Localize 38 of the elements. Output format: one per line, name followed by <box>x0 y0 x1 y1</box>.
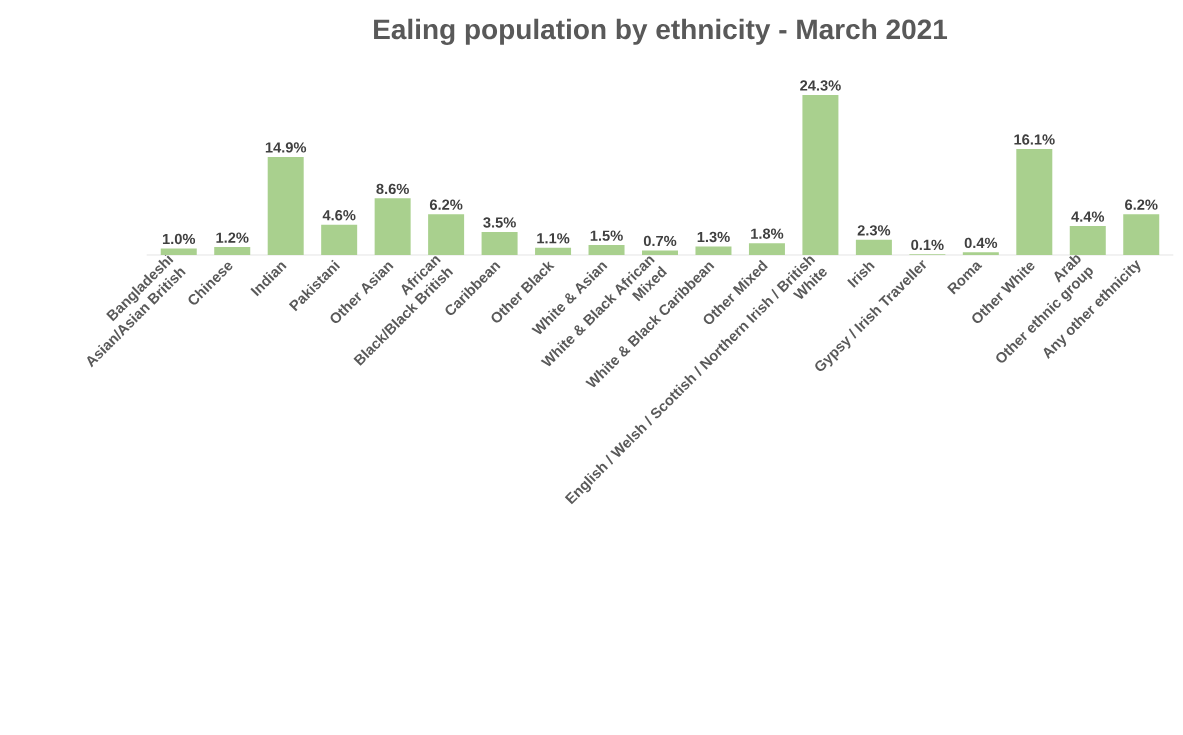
bar <box>1123 214 1160 255</box>
data-label: 1.8% <box>751 228 784 239</box>
bar <box>588 245 625 255</box>
data-label: 4.6% <box>322 210 356 221</box>
data-label: 0.7% <box>643 235 677 247</box>
bar <box>535 247 572 255</box>
data-label: 16.1% <box>1014 134 1055 145</box>
bar <box>1016 148 1053 255</box>
bar <box>855 239 892 255</box>
data-label: 1.5% <box>590 230 623 241</box>
bar <box>214 247 251 255</box>
bar <box>267 156 304 255</box>
bar <box>321 224 358 255</box>
data-label: 24.3% <box>800 80 841 91</box>
bar <box>962 252 999 255</box>
bar <box>481 231 518 255</box>
bar <box>428 214 465 255</box>
data-label: 0.4% <box>964 237 998 249</box>
data-label: 2.3% <box>857 225 891 236</box>
data-label: 0.1% <box>911 239 944 251</box>
data-label: 1.2% <box>216 232 249 243</box>
data-label: 6.2% <box>429 199 463 210</box>
bar <box>802 94 839 255</box>
bar <box>695 246 732 255</box>
bar <box>642 250 678 255</box>
data-label: 3.5% <box>483 217 516 228</box>
chart-title: Ealing population by ethnicity - March 2021 <box>374 18 948 45</box>
bar <box>1069 226 1106 255</box>
data-label: 1.1% <box>537 233 570 244</box>
data-label: 14.9% <box>265 142 307 153</box>
bar <box>374 198 411 255</box>
data-label: 8.6% <box>376 183 409 195</box>
bar <box>748 243 785 255</box>
data-label: 4.4% <box>1071 211 1105 222</box>
data-label: 1.3% <box>697 231 730 243</box>
bar <box>160 248 197 255</box>
data-label: 1.0% <box>162 233 196 245</box>
data-label: 6.2% <box>1125 199 1158 210</box>
